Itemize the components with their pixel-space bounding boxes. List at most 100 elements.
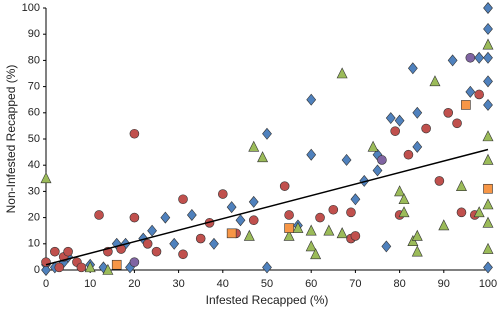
point: [41, 264, 51, 276]
point: [482, 242, 494, 254]
x-tick-label: 70: [349, 278, 361, 290]
y-tick-label: 100: [22, 2, 40, 14]
point: [350, 231, 361, 241]
point: [482, 130, 494, 142]
point: [483, 261, 493, 274]
point: [40, 172, 52, 184]
point: [455, 179, 467, 191]
point: [465, 85, 476, 98]
x-tick-label: 20: [128, 278, 140, 290]
point: [482, 153, 494, 165]
point: [474, 51, 485, 64]
point: [102, 263, 114, 275]
point: [336, 227, 348, 239]
point: [284, 210, 294, 220]
point: [461, 100, 471, 110]
point: [305, 240, 317, 252]
x-tick-label: 40: [217, 278, 229, 290]
point: [483, 183, 493, 194]
point: [483, 22, 493, 35]
point: [398, 206, 410, 218]
point: [350, 193, 361, 206]
point: [482, 198, 494, 210]
point: [474, 89, 484, 100]
point: [452, 118, 462, 129]
y-tick-label: 20: [28, 212, 40, 224]
y-tick-label: 40: [28, 159, 40, 171]
point: [403, 149, 414, 160]
point: [248, 215, 259, 226]
point: [94, 210, 104, 220]
point: [226, 201, 237, 214]
point: [336, 67, 348, 79]
point: [341, 153, 352, 166]
point: [315, 212, 325, 223]
x-tick-label: 30: [172, 278, 184, 290]
point: [235, 214, 246, 227]
point: [84, 261, 96, 273]
point: [279, 181, 290, 191]
point: [283, 229, 295, 241]
point: [160, 211, 171, 224]
point: [346, 207, 356, 218]
point: [328, 204, 339, 215]
point: [381, 240, 392, 253]
point: [385, 112, 396, 125]
x-tick-label: 100: [479, 278, 497, 290]
point: [482, 216, 494, 228]
point: [473, 206, 485, 218]
y-tick-label: 50: [28, 133, 40, 145]
point: [111, 259, 122, 270]
point: [169, 237, 180, 250]
y-tick-label: 0: [34, 264, 40, 276]
point: [394, 114, 405, 127]
point: [394, 185, 406, 197]
y-tick-label: 60: [28, 107, 40, 119]
point: [257, 151, 269, 163]
point: [63, 246, 73, 257]
point: [310, 248, 322, 260]
point: [465, 52, 476, 63]
point: [54, 262, 65, 273]
x-tick-label: 90: [438, 278, 450, 290]
x-tick-label: 0: [43, 278, 49, 290]
point: [142, 239, 153, 249]
point: [243, 229, 255, 241]
point: [483, 2, 493, 14]
point: [262, 127, 272, 140]
point: [407, 62, 418, 75]
x-tick-label: 10: [84, 278, 96, 290]
point: [483, 51, 493, 64]
y-tick-label: 10: [28, 238, 40, 250]
point: [178, 194, 188, 205]
point: [195, 233, 206, 244]
point: [429, 75, 441, 87]
point: [76, 262, 87, 273]
point: [367, 140, 379, 152]
x-tick-label: 60: [305, 278, 317, 290]
point: [178, 249, 188, 260]
point: [262, 261, 272, 274]
point: [372, 164, 383, 177]
point: [147, 224, 157, 237]
point: [292, 221, 304, 233]
point: [306, 93, 317, 106]
point: [482, 38, 494, 50]
point: [359, 174, 370, 187]
point: [248, 140, 260, 152]
point: [323, 224, 335, 236]
y-tick-label: 70: [28, 81, 40, 93]
point: [438, 219, 450, 231]
y-tick-label: 30: [28, 185, 40, 197]
x-tick-label: 50: [261, 278, 273, 290]
point: [412, 140, 423, 153]
point: [483, 98, 493, 111]
x-tick-label: 80: [393, 278, 405, 290]
point: [390, 126, 400, 136]
point: [443, 108, 454, 118]
point: [41, 257, 51, 267]
point: [483, 75, 493, 88]
trendline: [45, 148, 489, 266]
point: [248, 195, 259, 208]
